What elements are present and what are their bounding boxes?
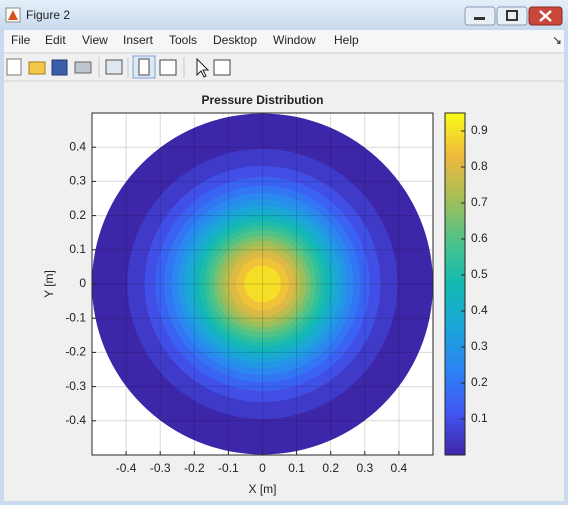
minimize-glyph: [474, 17, 485, 20]
x-tick-label: -0.1: [218, 461, 239, 475]
colorbar-tick-label: 0.7: [471, 195, 488, 209]
maximize-glyph: [506, 10, 518, 21]
colorbar-tick-label: 0.4: [471, 303, 488, 317]
menu-items: File Edit View Insert Tools Desktop Window Help: [11, 33, 359, 47]
x-tick-label: 0.3: [356, 461, 373, 475]
open-icon[interactable]: [28, 61, 46, 75]
app-icon-glyph: [8, 10, 18, 20]
colorbar-tick-label: 0.2: [471, 375, 488, 389]
x-tick-label: -0.2: [184, 461, 205, 475]
y-tick-label: 0.4: [69, 139, 86, 153]
menu-item[interactable]: Tools: [169, 33, 197, 47]
menu-item[interactable]: Window: [273, 33, 316, 47]
y-tick-label: 0: [79, 276, 86, 290]
plot: -0.4 -0.3 -0.2 -0.1 0 0.1 0.2 0.3 0.4 -0.4 -0.3 -0.…: [42, 93, 488, 496]
toolbar: [6, 55, 231, 79]
menu-item[interactable]: Help: [334, 33, 359, 47]
print-icon[interactable]: [74, 61, 92, 74]
x-tick-label: 0.1: [288, 461, 305, 475]
pointer-icon[interactable]: [196, 57, 210, 78]
legend-icon[interactable]: [159, 59, 177, 76]
y-axis-label: Y [m]: [42, 270, 56, 298]
colorbar-tick-label: 0.9: [471, 123, 488, 137]
colorbar-tick-label: 0.1: [471, 411, 488, 425]
colorbar-tick-label: 0.8: [471, 159, 488, 173]
y-tick-label: -0.4: [65, 413, 86, 427]
colorbar-tick-label: 0.3: [471, 339, 488, 353]
menu-arrow: ↘: [552, 33, 562, 47]
window-title: Figure 2: [26, 8, 70, 22]
menu-item[interactable]: Edit: [45, 33, 66, 47]
x-tick-label: -0.3: [150, 461, 171, 475]
colorbar-tick-label: 0.5: [471, 267, 488, 281]
y-tick-label: 0.2: [69, 208, 86, 222]
minimize-button[interactable]: [464, 6, 496, 26]
maximize-button[interactable]: [496, 6, 528, 26]
y-tick-label: 0.1: [69, 242, 86, 256]
y-tick-label: -0.1: [65, 310, 86, 324]
x-axis-label: X [m]: [248, 482, 276, 496]
property-icon[interactable]: [213, 59, 231, 76]
y-tick-label: 0.3: [69, 174, 86, 188]
menu-item[interactable]: Desktop: [213, 33, 257, 47]
x-tick-label: -0.4: [116, 461, 137, 475]
chart-title: Pressure Distribution: [201, 93, 323, 107]
x-tick-label: 0: [259, 461, 266, 475]
y-tick-label: -0.3: [65, 379, 86, 393]
menu-bar: [4, 30, 564, 52]
new-icon[interactable]: [6, 58, 22, 76]
colorbar: [444, 112, 466, 456]
link-icon[interactable]: [105, 59, 123, 75]
menu-item[interactable]: Insert: [123, 33, 154, 47]
y-tick-label: -0.2: [65, 345, 86, 359]
menu-item[interactable]: File: [11, 33, 31, 47]
save-icon[interactable]: [51, 59, 68, 76]
close-glyph: [539, 10, 552, 22]
x-tick-label: 0.2: [322, 461, 339, 475]
colorbar-tick-label: 0.6: [471, 231, 488, 245]
contour-fill: [244, 265, 281, 303]
colorbar-icon: [138, 58, 150, 76]
axes-box: [91, 112, 434, 456]
x-tick-label: 0.4: [391, 461, 408, 475]
menu-item[interactable]: View: [82, 33, 108, 47]
